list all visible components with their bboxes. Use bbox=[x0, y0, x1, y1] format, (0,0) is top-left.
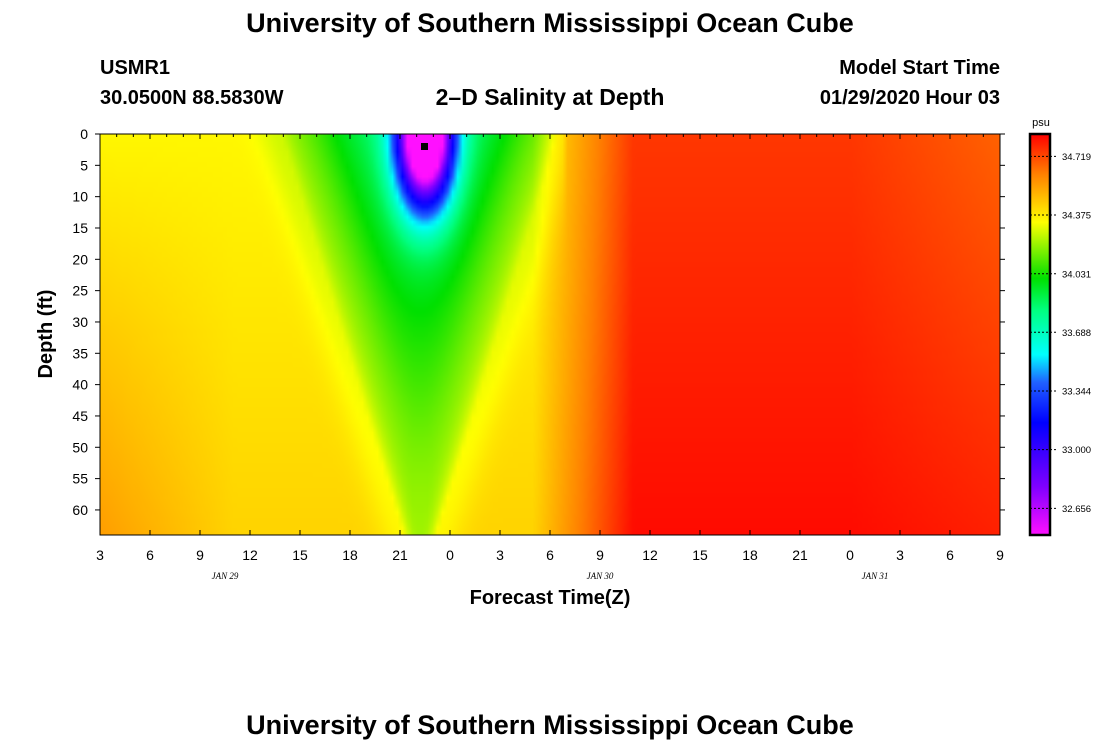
station-id: USMR1 bbox=[100, 57, 171, 79]
x-tick-label: 15 bbox=[292, 547, 308, 563]
x-tick-label: 3 bbox=[496, 547, 504, 563]
x-tick-label: 6 bbox=[946, 547, 954, 563]
minimum-marker bbox=[421, 143, 428, 150]
x-tick-label: 0 bbox=[846, 547, 854, 563]
colorbar-label: 32.656 bbox=[1062, 504, 1091, 515]
colorbar-label: 34.375 bbox=[1062, 211, 1091, 222]
colorbar-frame bbox=[1028, 132, 1052, 537]
date-label: JAN 30 bbox=[587, 571, 614, 581]
y-tick-label: 45 bbox=[72, 408, 88, 424]
y-tick-label: 60 bbox=[72, 502, 88, 518]
page-title: University of Southern Mississippi Ocean… bbox=[246, 8, 854, 38]
colorbar-unit: psu bbox=[1032, 117, 1050, 129]
colorbar-label: 34.719 bbox=[1062, 152, 1091, 163]
x-tick-label: 12 bbox=[242, 547, 258, 563]
y-tick-label: 0 bbox=[80, 126, 88, 142]
y-tick-label: 5 bbox=[80, 157, 88, 173]
x-tick-label: 3 bbox=[96, 547, 104, 563]
x-axis: 3 6 9 12 15 18 21 0 3 6 9 12 15 18 21 0 3 6 9 bbox=[96, 134, 1004, 563]
y-tick-label: 30 bbox=[72, 314, 88, 330]
colorbar-label: 33.344 bbox=[1062, 386, 1091, 397]
station-coords: 30.0500N 88.5830W bbox=[100, 87, 284, 109]
colorbar bbox=[1030, 134, 1050, 535]
y-axis-title: Depth (ft) bbox=[35, 290, 57, 379]
date-label: JAN 31 bbox=[862, 571, 889, 581]
y-tick-label: 50 bbox=[72, 439, 88, 455]
x-tick-label: 9 bbox=[196, 547, 204, 563]
plot-title: 2–D Salinity at Depth bbox=[435, 84, 665, 110]
date-label: JAN 29 bbox=[212, 571, 239, 581]
x-axis-title: Forecast Time(Z) bbox=[470, 587, 631, 609]
y-tick-label: 10 bbox=[72, 189, 88, 205]
model-start-label: Model Start Time bbox=[839, 57, 1000, 79]
x-tick-label: 6 bbox=[546, 547, 554, 563]
date-labels: JAN 29 JAN 30 JAN 31 bbox=[212, 571, 889, 581]
salinity-heatmap bbox=[100, 134, 1000, 535]
colorbar-label: 33.000 bbox=[1062, 445, 1091, 456]
x-tick-label: 12 bbox=[642, 547, 658, 563]
x-tick-label: 3 bbox=[896, 547, 904, 563]
footer-title: University of Southern Mississippi Ocean… bbox=[246, 710, 854, 740]
y-axis: 0 5 10 15 20 25 30 35 40 45 50 55 60 bbox=[72, 126, 1005, 518]
x-tick-label: 15 bbox=[692, 547, 708, 563]
x-tick-label: 21 bbox=[792, 547, 808, 563]
y-tick-label: 35 bbox=[72, 345, 88, 361]
x-tick-label: 21 bbox=[392, 547, 408, 563]
y-tick-label: 20 bbox=[72, 251, 88, 267]
x-tick-label: 0 bbox=[446, 547, 454, 563]
colorbar-labels: 34.719 34.375 34.031 33.688 33.344 33.000 32.6… bbox=[1030, 152, 1091, 515]
x-tick-label: 18 bbox=[742, 547, 758, 563]
x-tick-label: 9 bbox=[996, 547, 1004, 563]
colorbar-label: 34.031 bbox=[1062, 269, 1091, 280]
y-tick-label: 55 bbox=[72, 471, 88, 487]
model-start-value: 01/29/2020 Hour 03 bbox=[819, 87, 1000, 109]
x-tick-label: 6 bbox=[146, 547, 154, 563]
y-tick-label: 25 bbox=[72, 283, 88, 299]
x-tick-label: 9 bbox=[596, 547, 604, 563]
y-tick-label: 40 bbox=[72, 377, 88, 393]
y-tick-label: 15 bbox=[72, 220, 88, 236]
colorbar-label: 33.688 bbox=[1062, 328, 1091, 339]
x-tick-label: 18 bbox=[342, 547, 358, 563]
